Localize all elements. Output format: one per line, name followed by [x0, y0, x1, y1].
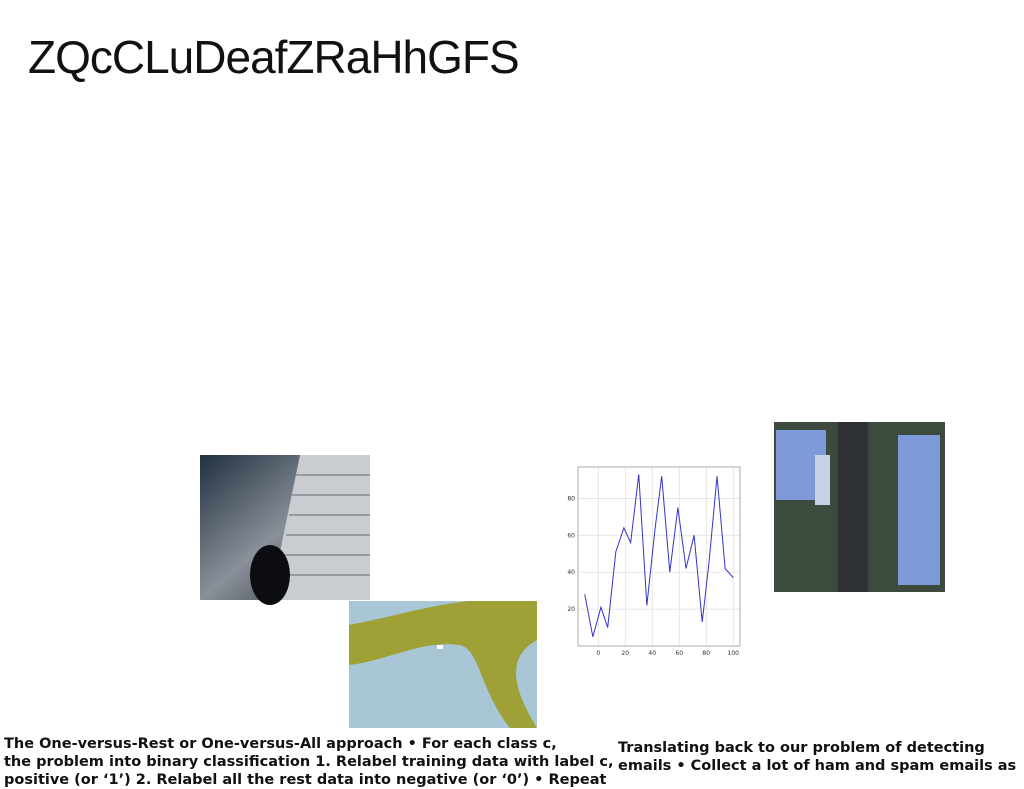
left-paragraph: The One-versus-Rest or One-versus-All ap…	[4, 735, 613, 789]
photo-aerial-field	[349, 601, 537, 728]
text-line: Translating back to our problem of detec…	[618, 740, 985, 756]
y-tick-label: 80	[567, 495, 575, 502]
y-tick-label: 40	[567, 569, 575, 576]
x-tick-label: 80	[702, 650, 710, 657]
right-paragraph: Translating back to our problem of detec…	[618, 739, 1016, 775]
text-line: the problem into binary classification 1…	[4, 754, 614, 770]
photo-aerial-city	[774, 422, 945, 592]
text-line: The One-versus-Rest or One-versus-All ap…	[4, 736, 557, 752]
line-series	[584, 474, 734, 637]
text-line: emails • Collect a lot of ham and spam e…	[618, 758, 1017, 774]
plot-frame	[577, 466, 741, 647]
y-tick-label: 20	[567, 606, 575, 613]
x-tick-label: 60	[675, 650, 683, 657]
text-line: positive (or ‘1’) 2. Relabel all the res…	[4, 772, 607, 788]
x-tick-label: 100	[728, 650, 740, 657]
photo-stairs	[200, 455, 370, 605]
line-plot: 0 20 40 60 80 100 20 40 60 80	[567, 466, 741, 657]
x-tick-label: 40	[648, 650, 656, 657]
y-tick-label: 60	[567, 532, 575, 539]
x-tick-label: 20	[621, 650, 629, 657]
slide-title: ZQcCLuDeafZRaHhGFS	[28, 31, 520, 83]
x-tick-label: 0	[596, 650, 600, 657]
